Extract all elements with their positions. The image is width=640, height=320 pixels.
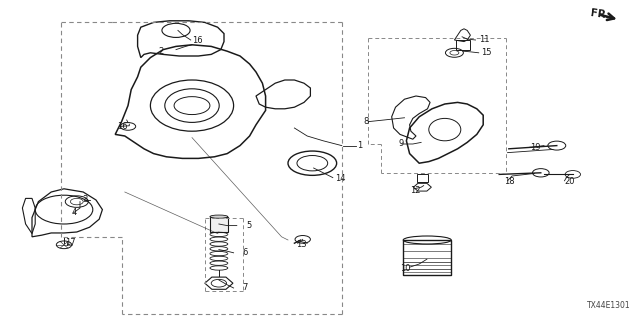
Text: 4: 4 (72, 208, 77, 217)
Text: 1: 1 (357, 141, 362, 150)
Text: 19: 19 (530, 143, 540, 152)
Ellipse shape (210, 215, 228, 218)
Text: 16: 16 (117, 122, 128, 131)
FancyBboxPatch shape (210, 217, 228, 232)
Text: 16: 16 (192, 36, 203, 45)
Text: 13: 13 (296, 240, 307, 249)
Text: 17: 17 (65, 238, 76, 247)
Text: 3: 3 (82, 196, 87, 204)
Text: 6: 6 (242, 248, 247, 257)
Text: 15: 15 (481, 48, 491, 57)
Text: 8: 8 (364, 117, 369, 126)
Text: 12: 12 (410, 186, 420, 195)
Text: 10: 10 (400, 264, 410, 273)
Text: 7: 7 (242, 284, 247, 292)
Text: 2: 2 (159, 47, 164, 56)
Text: 18: 18 (504, 177, 515, 186)
Text: TX44E1301: TX44E1301 (587, 301, 630, 310)
Text: 9: 9 (398, 140, 403, 148)
Text: 14: 14 (335, 174, 346, 183)
Text: 20: 20 (564, 177, 575, 186)
Text: 5: 5 (246, 221, 252, 230)
Text: 11: 11 (479, 35, 489, 44)
Text: FR.: FR. (590, 8, 611, 21)
